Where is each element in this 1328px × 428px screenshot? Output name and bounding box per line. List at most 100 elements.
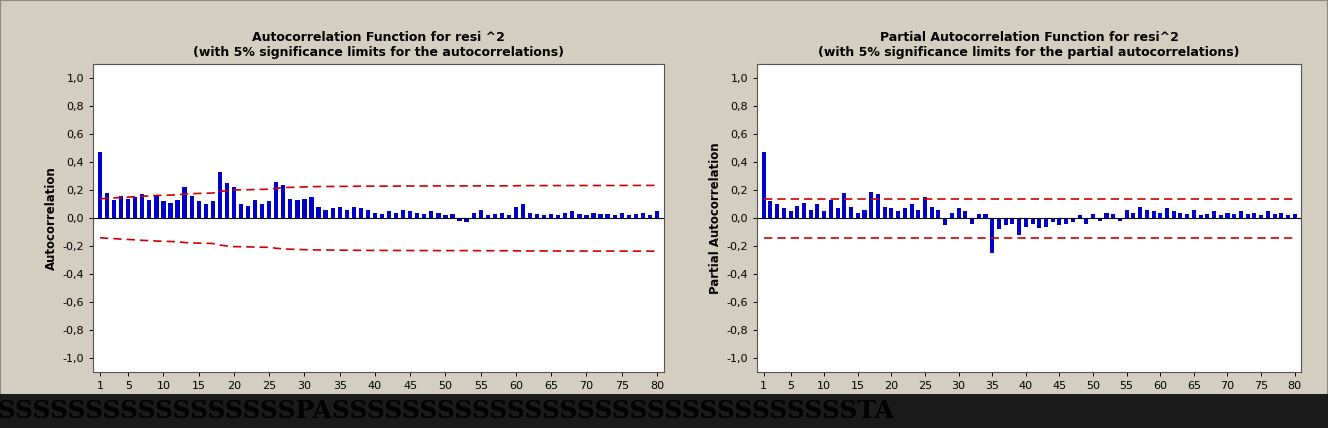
Bar: [1031, 218, 1035, 224]
Bar: [950, 213, 954, 218]
Bar: [1279, 213, 1283, 218]
Bar: [422, 214, 426, 218]
Bar: [1199, 215, 1203, 218]
Bar: [916, 210, 920, 218]
Bar: [997, 218, 1001, 229]
Bar: [260, 204, 264, 218]
Bar: [345, 210, 349, 218]
Bar: [246, 206, 250, 218]
Bar: [147, 200, 151, 218]
Bar: [795, 206, 799, 218]
Bar: [1044, 218, 1048, 227]
Bar: [963, 211, 967, 218]
Bar: [112, 200, 117, 218]
Bar: [444, 215, 448, 218]
Bar: [288, 199, 292, 218]
Bar: [1286, 215, 1289, 218]
Bar: [876, 194, 880, 218]
Bar: [1098, 218, 1102, 221]
Bar: [218, 172, 222, 218]
Bar: [1206, 214, 1210, 218]
Bar: [394, 213, 398, 218]
Bar: [1151, 211, 1155, 218]
Bar: [640, 213, 645, 218]
Bar: [612, 215, 616, 218]
Bar: [890, 208, 894, 218]
Bar: [133, 197, 137, 218]
Bar: [930, 207, 934, 218]
Bar: [599, 214, 603, 218]
Bar: [969, 218, 973, 224]
Bar: [486, 215, 490, 218]
Bar: [175, 200, 179, 218]
Bar: [535, 214, 539, 218]
Bar: [556, 215, 560, 218]
Bar: [309, 197, 313, 218]
Bar: [1226, 213, 1230, 218]
Title: Partial Autocorrelation Function for resi^2
(with 5% significance limits for the: Partial Autocorrelation Function for res…: [818, 31, 1240, 59]
Bar: [1252, 213, 1256, 218]
Bar: [120, 196, 124, 218]
Bar: [1004, 218, 1008, 225]
X-axis label: Lag: Lag: [365, 397, 392, 410]
Bar: [1178, 213, 1182, 218]
Bar: [232, 187, 236, 218]
Bar: [903, 208, 907, 218]
Bar: [1131, 213, 1135, 218]
Bar: [862, 210, 867, 218]
Bar: [896, 211, 900, 218]
Bar: [855, 213, 859, 218]
Bar: [190, 196, 194, 218]
Bar: [1011, 218, 1015, 224]
Bar: [408, 211, 412, 218]
Bar: [1171, 211, 1175, 218]
Bar: [1272, 214, 1276, 218]
Bar: [923, 197, 927, 218]
Bar: [224, 183, 228, 218]
Bar: [776, 204, 780, 218]
Bar: [154, 196, 158, 218]
Bar: [829, 200, 833, 218]
Bar: [295, 200, 300, 218]
Bar: [1125, 210, 1129, 218]
Bar: [493, 214, 497, 218]
Bar: [822, 211, 826, 218]
Bar: [936, 210, 940, 218]
Bar: [203, 204, 208, 218]
Bar: [386, 211, 392, 218]
Bar: [977, 214, 981, 218]
Bar: [910, 204, 914, 218]
Bar: [648, 215, 652, 218]
Bar: [161, 202, 166, 218]
Bar: [1077, 215, 1081, 218]
Bar: [331, 208, 335, 218]
Bar: [514, 207, 518, 218]
Bar: [457, 218, 462, 221]
Bar: [1105, 213, 1109, 218]
Bar: [324, 210, 328, 218]
Bar: [835, 208, 839, 218]
Bar: [197, 202, 201, 218]
Bar: [606, 214, 610, 218]
Bar: [762, 152, 766, 218]
Bar: [956, 208, 960, 218]
Bar: [1024, 218, 1028, 227]
Bar: [359, 208, 363, 218]
Bar: [365, 210, 371, 218]
Bar: [655, 211, 659, 218]
Bar: [809, 210, 813, 218]
Bar: [883, 207, 887, 218]
Bar: [316, 207, 320, 218]
Bar: [274, 182, 279, 218]
Bar: [450, 214, 454, 218]
Bar: [437, 213, 441, 218]
Bar: [789, 211, 793, 218]
Bar: [1219, 215, 1223, 218]
Bar: [98, 152, 102, 218]
Bar: [542, 215, 546, 218]
Bar: [303, 199, 307, 218]
Title: Autocorrelation Function for resi ^2
(with 5% significance limits for the autoco: Autocorrelation Function for resi ^2 (wi…: [193, 31, 564, 59]
Bar: [1212, 211, 1216, 218]
Bar: [802, 203, 806, 218]
Bar: [578, 214, 582, 218]
